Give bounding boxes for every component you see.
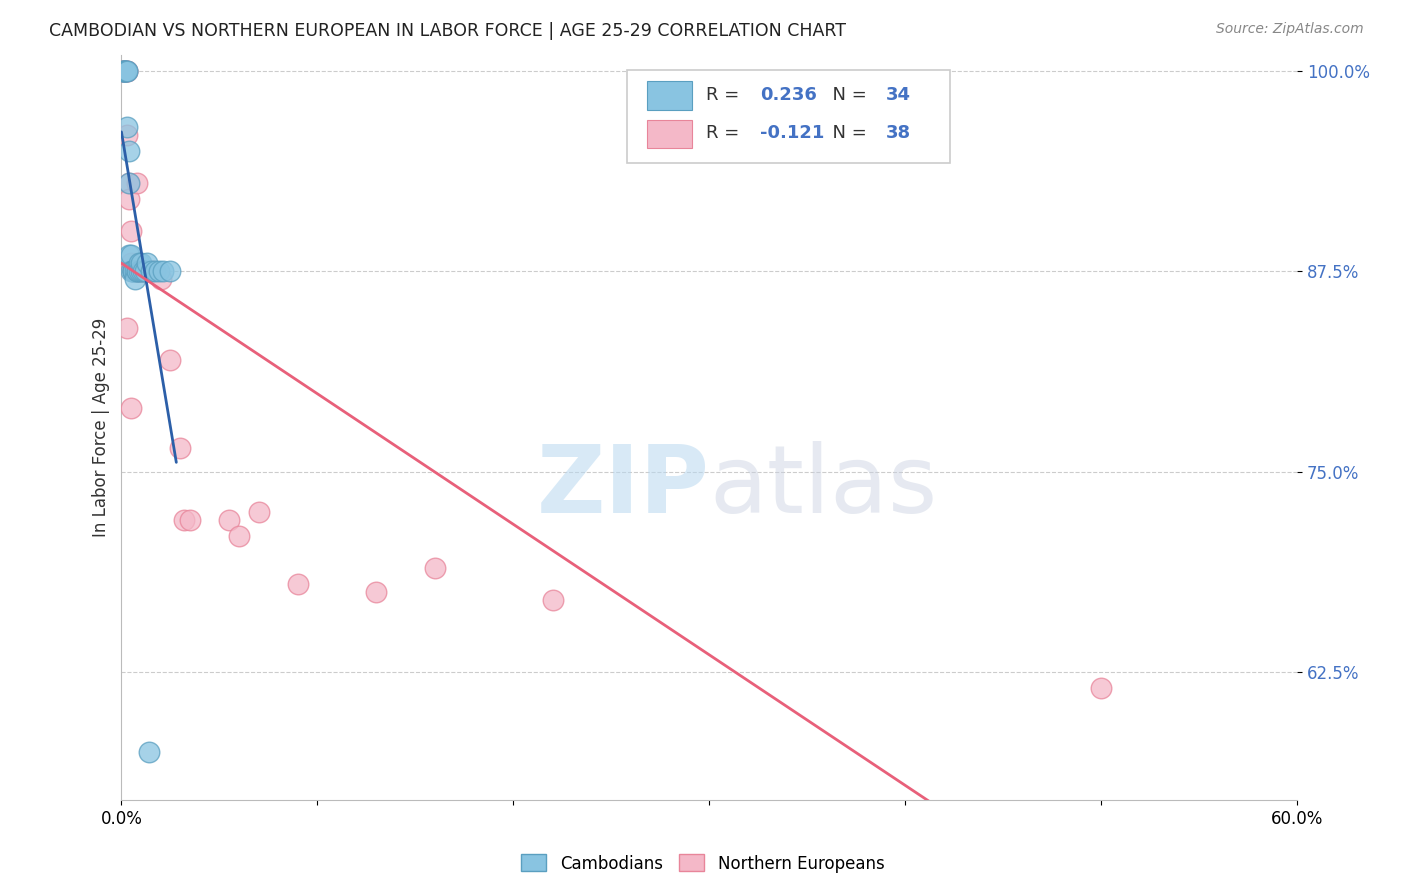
Legend: Cambodians, Northern Europeans: Cambodians, Northern Europeans: [515, 847, 891, 880]
Point: [128, 264, 150, 278]
Point: [112, 64, 135, 78]
FancyBboxPatch shape: [627, 70, 950, 163]
Point: [120, 256, 142, 270]
Point: [173, 513, 195, 527]
Point: [179, 513, 201, 527]
Point: [138, 264, 160, 278]
Point: [128, 264, 150, 278]
Point: [228, 529, 250, 543]
Point: [117, 128, 139, 143]
Y-axis label: In Labor Force | Age 25-29: In Labor Force | Age 25-29: [93, 318, 110, 537]
Text: R =: R =: [706, 86, 745, 103]
Point: [1090, 681, 1112, 695]
Text: R =: R =: [706, 124, 745, 143]
Point: [139, 264, 162, 278]
Point: [218, 513, 240, 527]
Point: [423, 561, 446, 575]
Point: [117, 120, 139, 135]
Point: [112, 64, 135, 78]
Point: [114, 64, 136, 78]
Point: [287, 577, 309, 591]
Point: [117, 64, 139, 78]
Point: [127, 264, 149, 278]
Text: ZIP: ZIP: [537, 442, 709, 533]
Point: [117, 320, 139, 334]
Point: [129, 264, 152, 278]
Point: [122, 264, 145, 278]
Text: Source: ZipAtlas.com: Source: ZipAtlas.com: [1216, 22, 1364, 37]
Point: [128, 264, 150, 278]
Point: [169, 441, 191, 455]
Text: CAMBODIAN VS NORTHERN EUROPEAN IN LABOR FORCE | AGE 25-29 CORRELATION CHART: CAMBODIAN VS NORTHERN EUROPEAN IN LABOR …: [49, 22, 846, 40]
Point: [148, 264, 170, 278]
Point: [129, 256, 152, 270]
Point: [120, 224, 142, 238]
Point: [122, 264, 145, 278]
Point: [149, 272, 172, 286]
Point: [129, 264, 152, 278]
Point: [112, 64, 135, 78]
Point: [143, 264, 166, 278]
Point: [112, 64, 135, 78]
Point: [118, 177, 141, 191]
Point: [117, 64, 139, 78]
Point: [134, 264, 156, 278]
Point: [132, 264, 155, 278]
Point: [132, 264, 155, 278]
Text: N =: N =: [821, 86, 873, 103]
Point: [118, 177, 141, 191]
Point: [127, 177, 149, 191]
Point: [114, 64, 136, 78]
Point: [124, 272, 146, 286]
Point: [122, 264, 145, 278]
Point: [114, 64, 136, 78]
Point: [142, 264, 165, 278]
Point: [127, 264, 149, 278]
Point: [159, 264, 181, 278]
FancyBboxPatch shape: [647, 120, 692, 148]
Point: [118, 192, 141, 206]
Point: [135, 256, 157, 270]
Point: [152, 264, 174, 278]
Point: [124, 264, 146, 278]
Point: [138, 745, 160, 759]
Point: [128, 256, 150, 270]
Point: [124, 264, 146, 278]
Point: [112, 64, 135, 78]
Point: [118, 145, 141, 159]
Point: [127, 264, 149, 278]
Point: [114, 64, 136, 78]
Point: [366, 585, 388, 599]
Point: [120, 264, 142, 278]
Text: atlas: atlas: [709, 442, 938, 533]
Point: [122, 264, 145, 278]
Text: -0.121: -0.121: [759, 124, 824, 143]
Point: [134, 264, 156, 278]
Point: [159, 352, 181, 367]
Point: [120, 401, 142, 415]
Text: N =: N =: [821, 124, 873, 143]
Point: [122, 264, 145, 278]
Point: [118, 248, 141, 262]
Point: [247, 505, 270, 519]
FancyBboxPatch shape: [647, 81, 692, 110]
Point: [117, 64, 139, 78]
Point: [114, 64, 136, 78]
Text: 38: 38: [886, 124, 911, 143]
Text: 0.236: 0.236: [759, 86, 817, 103]
Point: [541, 593, 564, 607]
Text: 34: 34: [886, 86, 911, 103]
Point: [117, 64, 139, 78]
Point: [120, 248, 142, 262]
